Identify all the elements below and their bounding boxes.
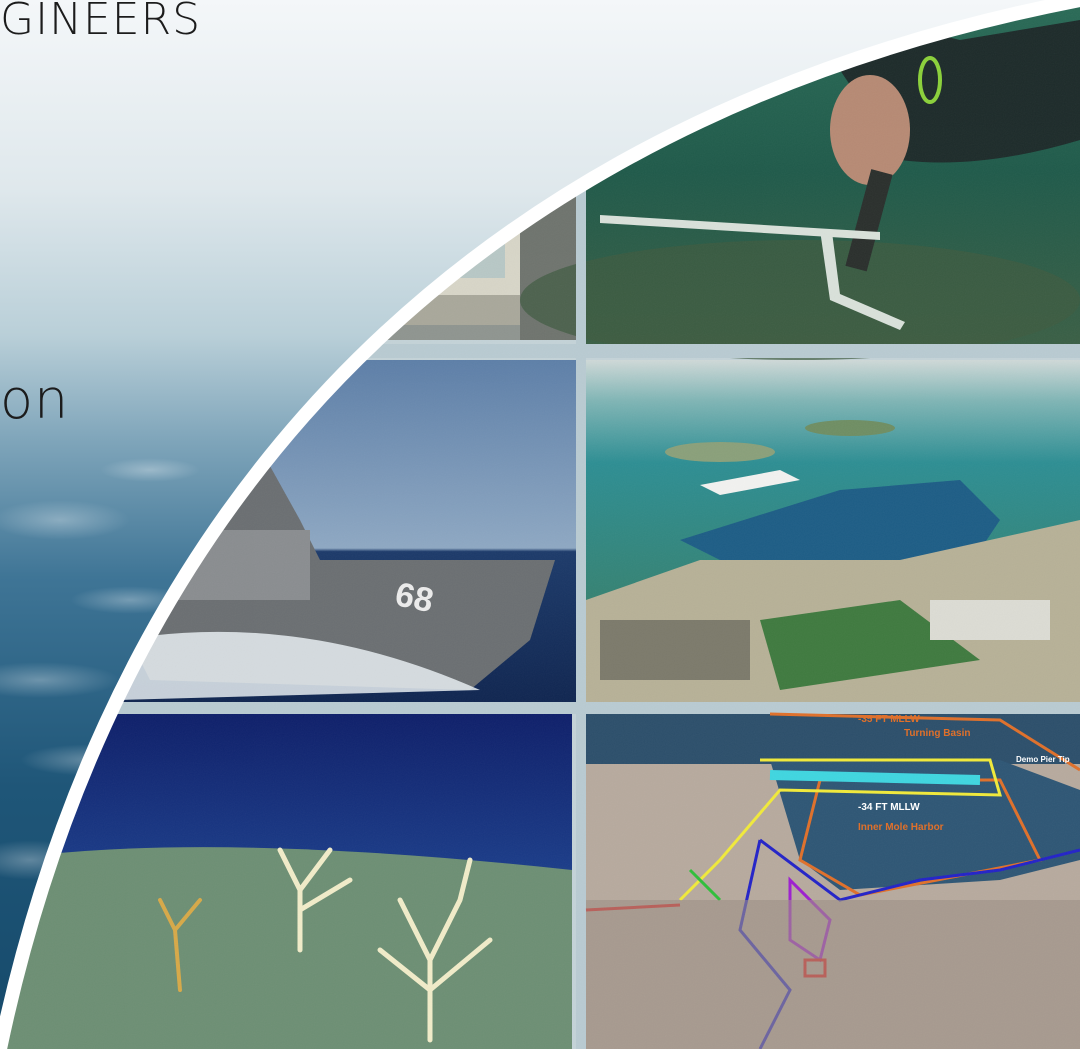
slide-title-fragment: GINEERS [0,0,202,45]
map-depth-label: -35 FT MLLW [858,714,920,725]
map-harbor-depth-label: -34 FT MLLW [858,802,920,813]
map-harbor-label: Inner Mole Harbor [858,822,944,833]
map-pier-label: Demo Pier Tip [1016,755,1070,764]
slide-body-fragment: on [0,368,70,431]
map-turning-basin-label: Turning Basin [904,728,971,739]
